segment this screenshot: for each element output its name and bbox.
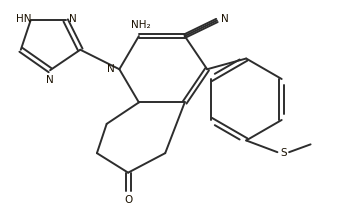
Text: N: N <box>107 64 115 74</box>
Text: NH₂: NH₂ <box>131 20 151 30</box>
Text: N: N <box>69 13 76 23</box>
Text: S: S <box>280 147 287 157</box>
Text: N: N <box>221 13 229 23</box>
Text: O: O <box>124 194 132 204</box>
Text: HN: HN <box>16 13 32 23</box>
Text: N: N <box>46 75 54 85</box>
